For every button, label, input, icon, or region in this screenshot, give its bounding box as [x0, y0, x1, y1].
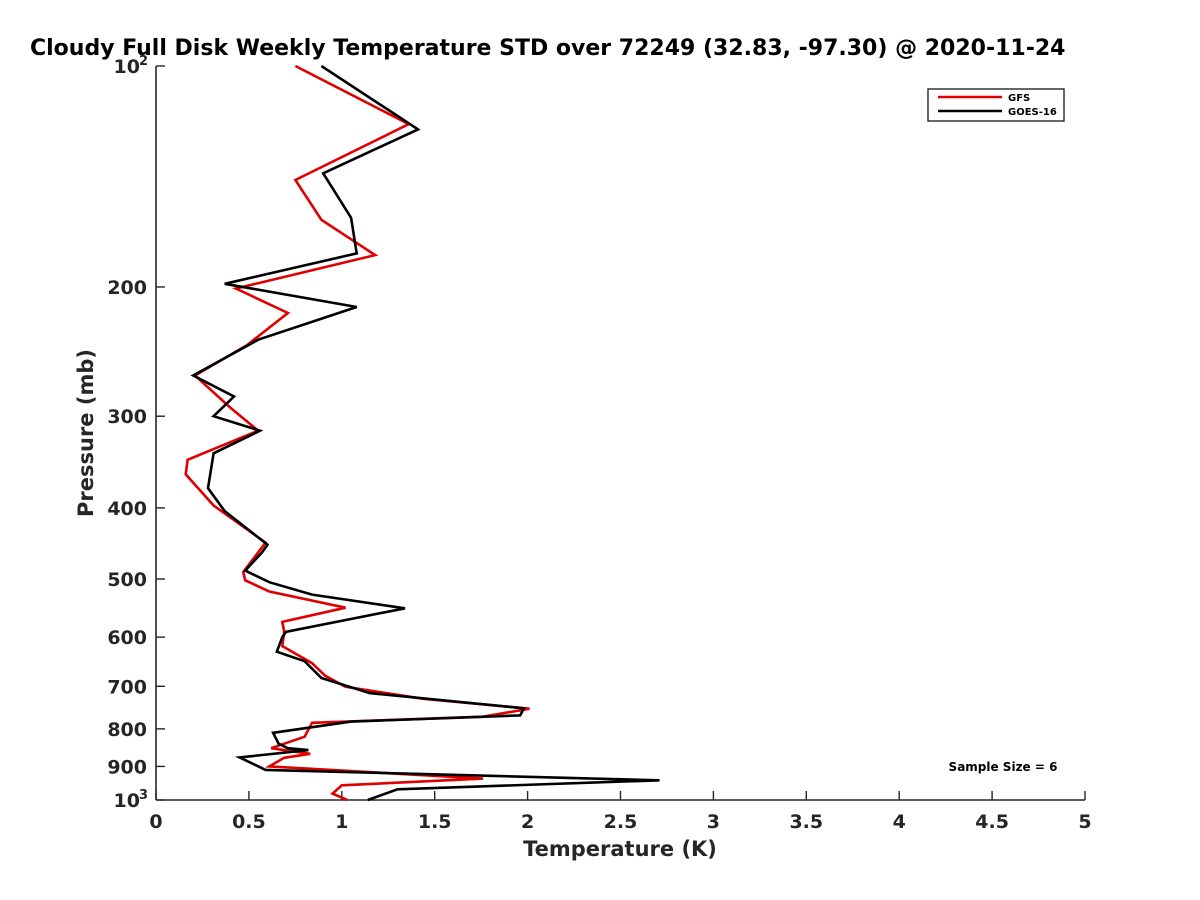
- y-tick-label: 700: [107, 676, 147, 698]
- chart-title: Cloudy Full Disk Weekly Temperature STD …: [30, 36, 1065, 61]
- y-tick-label-exponent: 2: [139, 54, 148, 69]
- y-tick-label: 500: [107, 569, 147, 591]
- legend-label: GFS: [1008, 93, 1030, 104]
- series-line-gfs: [184, 64, 530, 802]
- series-line-goes-16: [190, 64, 660, 802]
- x-tick-label: 2.5: [604, 811, 638, 833]
- x-tick-label: 1: [335, 811, 348, 833]
- y-tick-label: 600: [107, 627, 147, 649]
- y-tick-label: 200: [107, 277, 147, 299]
- plot-axes: 0 0.5 1 1.5 2 2.5 3 3.5 4 4.5 51022003004005006007…: [107, 54, 1091, 833]
- y-tick-label: 300: [107, 406, 147, 428]
- sample-size-annotation: Sample Size = 6: [949, 760, 1058, 774]
- y-tick-label: 10: [114, 56, 140, 78]
- y-tick-label-exponent: 3: [139, 788, 148, 803]
- y-axis-title: Pressure (mb): [74, 349, 98, 517]
- y-tick-label: 400: [107, 498, 147, 520]
- y-tick-label: 10: [114, 790, 140, 812]
- legend-label: GOES-16: [1008, 107, 1057, 118]
- y-tick-label: 800: [107, 719, 147, 741]
- x-tick-label: 4.5: [975, 811, 1009, 833]
- x-tick-label: 0.5: [232, 811, 266, 833]
- x-tick-label: 2: [521, 811, 534, 833]
- x-tick-label: 0: [149, 811, 162, 833]
- x-axis-title: Temperature (K): [523, 837, 717, 861]
- legend-box: [927, 88, 1065, 122]
- x-tick-label: 3.5: [789, 811, 823, 833]
- x-tick-label: 4: [893, 811, 906, 833]
- legend: GFS GOES-16: [927, 88, 1065, 122]
- x-tick-label: 1.5: [418, 811, 452, 833]
- plot-series: [184, 64, 660, 802]
- x-tick-label: 5: [1078, 811, 1091, 833]
- y-tick-label: 900: [107, 756, 147, 778]
- x-tick-label: 3: [707, 811, 720, 833]
